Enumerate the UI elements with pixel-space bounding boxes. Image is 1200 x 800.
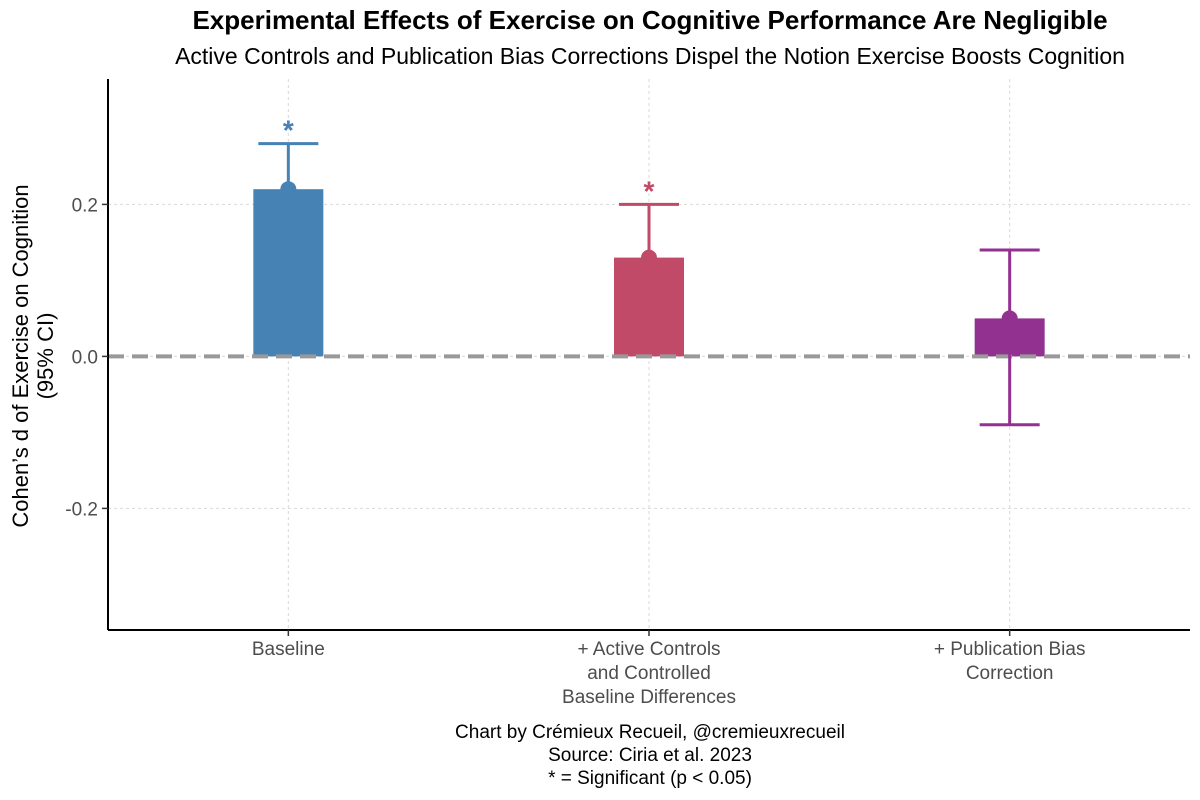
- error-bars: [258, 142, 1040, 427]
- significance-markers: **: [283, 115, 655, 207]
- chart-subtitle: Active Controls and Publication Bias Cor…: [175, 43, 1125, 69]
- x-tick-label-1-line-0: + Active Controls: [577, 639, 720, 660]
- x-tick-label-1-line-1: and Controlled: [587, 663, 711, 684]
- caption-line-1: Chart by Crémieux Recueil, @cremieuxrecu…: [455, 722, 845, 743]
- x-tick-label-2-line-0: + Publication Bias: [934, 639, 1086, 660]
- x-tick-label-0-line-0: Baseline: [252, 639, 325, 660]
- significance-marker-0: *: [283, 115, 294, 146]
- caption-line-2: Source: Ciria et al. 2023: [548, 745, 752, 766]
- point-estimate-1: [641, 249, 657, 266]
- significance-marker-1: *: [644, 175, 655, 206]
- y-axis-title: Cohen’s d of Exercise on Cognition (95% …: [8, 184, 58, 527]
- y-axis-title-line-2: (95% CI): [33, 313, 58, 400]
- x-tick-label-1-line-2: Baseline Differences: [562, 687, 736, 708]
- x-tick-label-2-line-1: Correction: [966, 663, 1054, 684]
- y-ticks: -0.2 0.0 0.2: [65, 195, 108, 520]
- chart-title: Experimental Effects of Exercise on Cogn…: [192, 5, 1107, 35]
- point-estimate-0: [280, 181, 297, 198]
- y-tick-label-1: 0.0: [72, 347, 98, 368]
- caption-line-3: * = Significant (p < 0.05): [548, 768, 752, 789]
- caption: Chart by Crémieux Recueil, @cremieuxrecu…: [455, 722, 845, 789]
- y-tick-label-0: -0.2: [65, 499, 98, 520]
- y-tick-label-2: 0.2: [72, 195, 98, 216]
- x-tick-labels: Baseline + Active Controls and Controlled B…: [252, 630, 1086, 708]
- point-estimate-2: [1001, 310, 1018, 327]
- y-axis-title-line-1: Cohen’s d of Exercise on Cognition: [8, 184, 33, 527]
